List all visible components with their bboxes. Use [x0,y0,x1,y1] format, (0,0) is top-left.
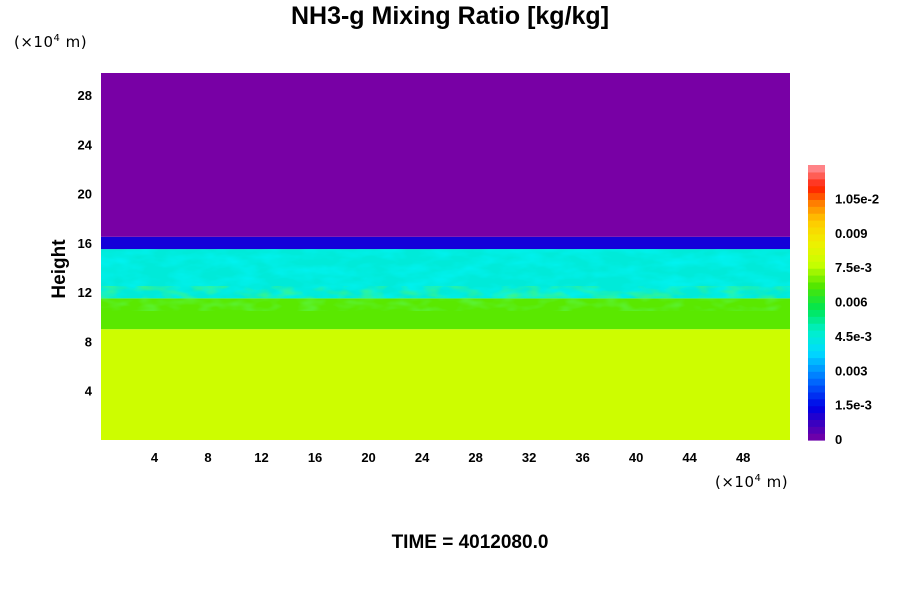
colorbar-swatch [808,213,825,221]
colorbar-swatch [808,192,825,200]
x-tick-label: 44 [682,450,697,465]
colorbar-swatch [808,357,825,365]
colorbar-swatch [808,206,825,214]
x-tick-label: 16 [308,450,322,465]
colorbar-swatch [808,199,825,207]
colorbar-swatch [808,323,825,331]
x-tick-label: 32 [522,450,536,465]
y-tick-label: 4 [85,384,93,399]
heatmap-field [101,73,790,440]
colorbar-swatch [808,178,825,187]
x-axis-unit: (×104 m) [715,473,789,491]
x-tick-label: 40 [629,450,643,465]
colorbar-swatch [808,295,825,304]
colorbar-swatch [808,433,825,441]
x-tick-label: 20 [361,450,375,465]
chart-title: NH3-g Mixing Ratio [kg/kg] [290,2,610,30]
colorbar-label: 0.006 [835,295,868,310]
colorbar-swatch [808,391,825,400]
colorbar [808,165,825,441]
y-tick-label: 12 [78,285,92,300]
colorbar-label: 0 [835,432,842,447]
colorbar-swatch [808,240,825,249]
colorbar-swatch [808,330,825,338]
colorbar-swatch [808,412,825,420]
colorbar-label: 7.5e-3 [835,260,872,275]
colorbar-label: 1.5e-3 [835,398,872,413]
colorbar-swatch [808,302,825,310]
colorbar-swatch [808,268,825,276]
x-tick-labels: 4 8 12 16 20 24 28 32 36 40 44 48 [151,450,751,465]
x-tick-label: 28 [468,450,482,465]
time-label: TIME = 4012080.0 [391,532,549,553]
y-tick-label: 8 [85,334,92,349]
colorbar-swatch [808,316,825,324]
colorbar-swatch [808,426,825,434]
turbulence-texture [101,286,790,311]
y-tick-label: 20 [78,187,92,202]
colorbar-swatch [808,220,825,228]
colorbar-swatch [808,364,825,372]
y-axis-unit: (×104 m) [14,33,88,51]
x-tick-label: 12 [254,450,268,465]
heatmap-layer [101,73,790,237]
x-tick-label: 4 [151,450,159,465]
colorbar-swatch [808,398,825,407]
colorbar-label: 1.05e-2 [835,191,879,206]
heatmap-layer [101,329,790,440]
colorbar-swatch [808,309,825,317]
colorbar-swatch [808,371,825,379]
x-tick-label: 8 [204,450,211,465]
colorbar-swatch [808,247,825,255]
colorbar-label: 0.009 [835,226,868,241]
x-tick-label: 48 [736,450,750,465]
colorbar-swatch [808,405,825,414]
y-tick-label: 28 [78,88,92,103]
y-tick-labels: 4 8 12 16 20 24 28 [78,88,93,399]
x-tick-label: 24 [415,450,430,465]
colorbar-swatch [808,275,825,283]
colorbar-swatch [808,419,825,427]
colorbar-swatch [808,378,825,386]
colorbar-swatch [808,171,825,180]
colorbar-swatch [808,233,825,242]
colorbar-label: 4.5e-3 [835,329,872,344]
colorbar-swatch [808,254,825,262]
colorbar-swatch [808,261,825,269]
y-tick-label: 16 [78,236,92,251]
colorbar-swatch [808,336,825,345]
colorbar-swatch [808,185,825,194]
x-tick-label: 36 [575,450,589,465]
colorbar-swatch [808,165,825,173]
colorbar-swatch [808,385,825,393]
colorbar-swatch [808,343,825,352]
heatmap-layer [101,236,790,250]
colorbar-swatch [808,281,825,290]
colorbar-labels: 0 1.5e-3 0.003 4.5e-3 0.006 7.5e-3 0.009 1.05e-… [835,191,879,447]
colorbar-swatch [808,288,825,297]
colorbar-label: 0.003 [835,363,868,378]
colorbar-swatch [808,226,825,235]
colorbar-swatch [808,350,825,359]
y-tick-label: 24 [78,137,93,152]
